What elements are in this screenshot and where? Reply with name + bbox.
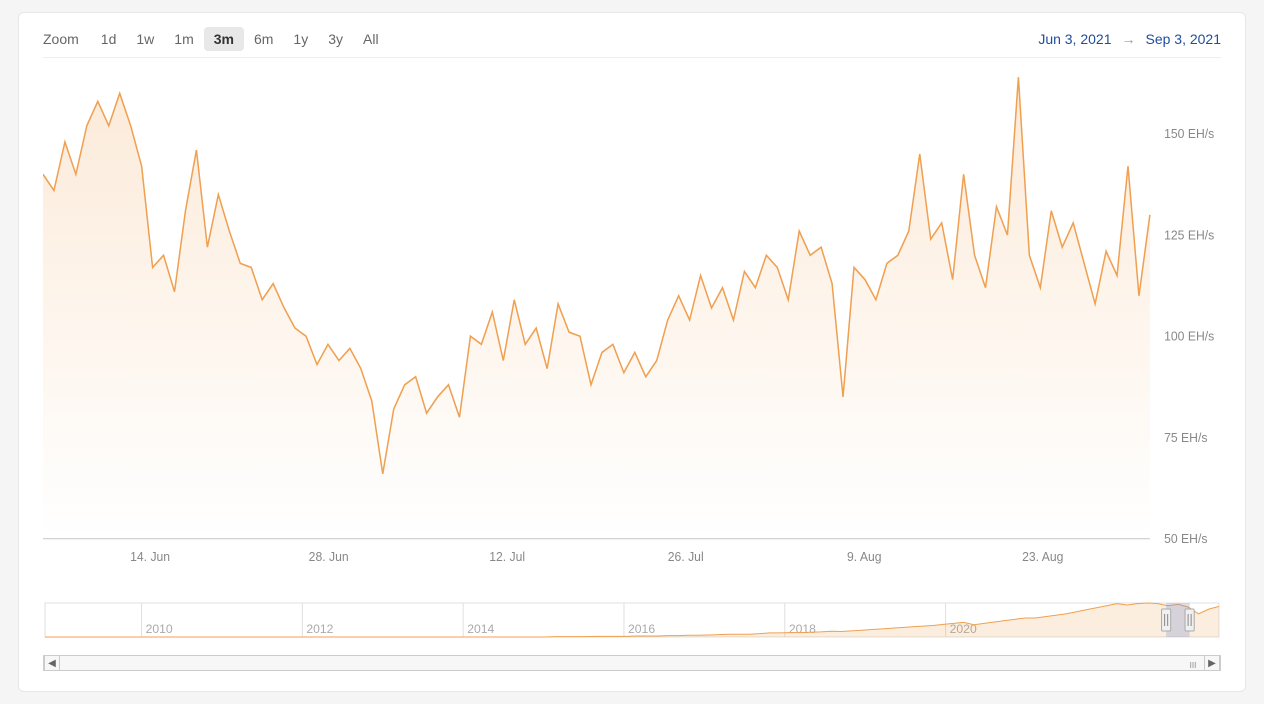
svg-text:50 EH/s: 50 EH/s [1164,531,1207,547]
zoom-3y-button[interactable]: 3y [318,27,353,51]
scroll-left-icon[interactable]: ◀ [44,656,60,670]
zoom-3m-button[interactable]: 3m [204,27,244,51]
svg-text:26. Jul: 26. Jul [668,548,704,564]
zoom-controls: Zoom 1d1w1m3m6m1y3yAll [43,31,389,47]
arrow-icon: → [1121,31,1135,47]
zoom-1y-button[interactable]: 1y [283,27,318,51]
navigator-scrollbar[interactable]: ◀ III ▶ [43,655,1221,671]
scroll-thumb-icon[interactable]: III [1187,659,1199,671]
navigator[interactable]: 201020122014201620182020 ◀ III ▶ [43,601,1221,673]
svg-text:2010: 2010 [146,622,173,636]
zoom-1d-button[interactable]: 1d [91,27,127,51]
svg-text:14. Jun: 14. Jun [130,548,170,564]
main-chart[interactable]: 50 EH/s 75 EH/s 100 EH/s 125 EH/s 150 EH/s 14… [43,62,1221,583]
svg-text:2014: 2014 [467,622,494,636]
svg-text:150 EH/s: 150 EH/s [1164,126,1214,142]
svg-text:9. Aug: 9. Aug [847,548,882,564]
chart-toolbar: Zoom 1d1w1m3m6m1y3yAll Jun 3, 2021 → Sep… [43,31,1221,58]
zoom-label: Zoom [43,31,79,47]
date-to[interactable]: Sep 3, 2021 [1145,31,1221,47]
svg-text:100 EH/s: 100 EH/s [1164,328,1214,344]
svg-text:75 EH/s: 75 EH/s [1164,429,1207,445]
zoom-all-button[interactable]: All [353,27,389,51]
chart-container: Zoom 1d1w1m3m6m1y3yAll Jun 3, 2021 → Sep… [18,12,1246,692]
svg-text:12. Jul: 12. Jul [489,548,525,564]
zoom-1w-button[interactable]: 1w [126,27,164,51]
zoom-6m-button[interactable]: 6m [244,27,283,51]
date-from[interactable]: Jun 3, 2021 [1038,31,1111,47]
svg-text:28. Jun: 28. Jun [309,548,349,564]
svg-text:2012: 2012 [306,622,333,636]
svg-text:23. Aug: 23. Aug [1022,548,1063,564]
svg-text:2016: 2016 [628,622,655,636]
zoom-1m-button[interactable]: 1m [164,27,203,51]
svg-text:125 EH/s: 125 EH/s [1164,227,1214,243]
scroll-right-icon[interactable]: ▶ [1204,656,1220,670]
date-range: Jun 3, 2021 → Sep 3, 2021 [1038,31,1221,47]
